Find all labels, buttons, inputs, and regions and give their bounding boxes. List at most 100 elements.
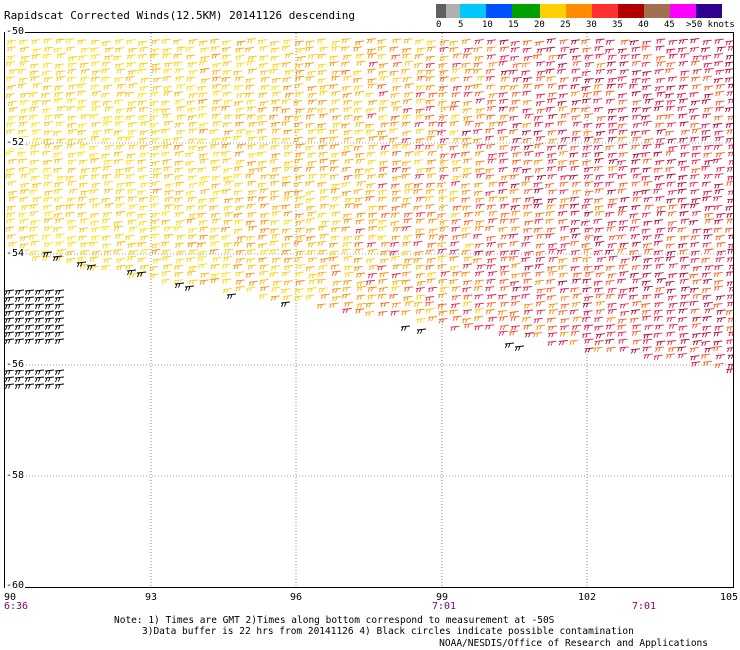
legend-label: 40 [638, 20, 649, 30]
wind-barb [558, 159, 568, 166]
wind-barb [704, 218, 714, 224]
wind-barb [642, 107, 652, 113]
wind-barb [8, 158, 18, 165]
wind-barb [486, 241, 496, 248]
wind-barb [269, 248, 280, 255]
wind-barb [500, 85, 510, 91]
wind-barb [403, 295, 413, 302]
wind-barb [332, 220, 342, 226]
wind-barb [439, 39, 449, 46]
wind-barb [451, 226, 461, 232]
wind-barb [727, 248, 733, 254]
wind-barb [392, 160, 402, 166]
wind-barb [257, 151, 267, 157]
wind-barb [679, 137, 689, 143]
wind-barb [212, 190, 222, 196]
wind-barb [187, 167, 197, 174]
wind-barb [101, 41, 111, 47]
wind-barb [512, 152, 522, 158]
wind-barb [318, 144, 328, 150]
wind-barb [329, 107, 339, 114]
wind-barb [224, 130, 234, 136]
wind-barb [654, 233, 664, 240]
wind-barb [510, 325, 521, 331]
contaminated-barb [5, 289, 15, 296]
wind-barb [594, 188, 604, 194]
wind-barb [246, 60, 256, 66]
wind-barb [390, 212, 400, 218]
wind-barb [703, 173, 713, 180]
wind-barb [103, 159, 113, 165]
wind-barb [535, 256, 545, 263]
contaminated-barb [5, 383, 15, 390]
wind-barb [391, 167, 401, 173]
wind-barb [413, 257, 423, 264]
wind-barb [439, 166, 449, 173]
wind-barb [570, 287, 580, 293]
wind-barb [365, 195, 375, 202]
wind-barb [596, 62, 606, 69]
wind-barb [403, 218, 413, 224]
wind-barb [547, 152, 557, 159]
wind-barb [127, 255, 137, 262]
wind-barb [221, 189, 231, 195]
wind-barb [727, 198, 733, 204]
wind-barb [701, 272, 711, 278]
wind-barb [460, 151, 471, 157]
wind-barb [728, 144, 733, 150]
wind-barb [137, 40, 148, 47]
wind-barb [716, 317, 726, 323]
wind-barb [497, 242, 507, 249]
wind-barb [548, 189, 558, 195]
wind-barb [89, 256, 99, 262]
wind-barb [656, 210, 666, 217]
wind-barb [546, 46, 556, 53]
wind-barb [631, 46, 641, 53]
wind-barb [533, 182, 543, 188]
wind-barb [128, 70, 138, 76]
wind-barb [594, 340, 604, 346]
wind-barb [631, 107, 641, 113]
wind-barb [642, 158, 652, 164]
wind-barb [379, 63, 389, 69]
wind-barb [724, 227, 733, 233]
wind-barb [572, 316, 582, 322]
wind-barb [113, 151, 123, 157]
wind-barb [295, 75, 305, 82]
wind-barb [558, 150, 569, 157]
wind-barb [137, 213, 147, 219]
wind-barb [18, 158, 28, 164]
wind-barb [524, 265, 534, 271]
contaminated-barb [24, 369, 35, 376]
wind-barb [198, 263, 208, 269]
wind-barb [18, 212, 28, 218]
wind-barb [281, 62, 291, 68]
wind-barb [594, 227, 604, 233]
wind-barb [295, 227, 305, 233]
wind-barb [365, 310, 375, 317]
wind-barb [368, 218, 378, 225]
wind-barb [259, 293, 269, 300]
wind-barb [368, 264, 379, 271]
wind-barb [571, 233, 581, 239]
legend-label: 20 [534, 20, 545, 30]
wind-barb [138, 174, 148, 181]
wind-barb [305, 294, 315, 300]
wind-barb [186, 76, 196, 83]
wind-barb [259, 264, 269, 270]
wind-barb [402, 264, 412, 270]
wind-barb [103, 257, 113, 264]
wind-barb [607, 152, 617, 159]
wind-barb [368, 212, 378, 218]
wind-barb [54, 85, 64, 91]
wind-barb [452, 234, 462, 241]
wind-barb [56, 53, 66, 59]
wind-barb [680, 144, 690, 150]
wind-barb [437, 248, 447, 254]
wind-barb [452, 62, 462, 69]
wind-barb [56, 249, 66, 255]
wind-barb [77, 138, 87, 144]
wind-barb [353, 107, 363, 113]
wind-barb [389, 70, 399, 76]
contaminated-barb [34, 317, 45, 324]
